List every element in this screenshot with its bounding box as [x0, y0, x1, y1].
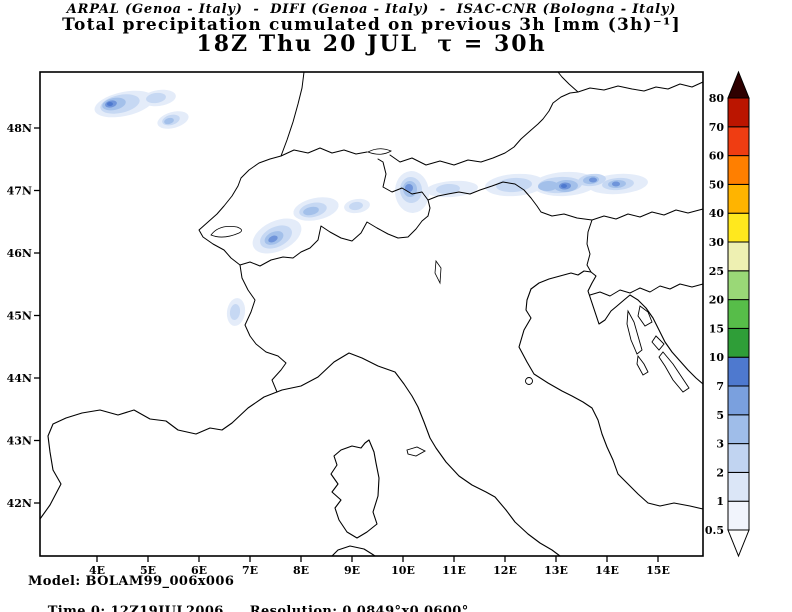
cres-island: [626, 309, 643, 355]
map-frame: [39, 71, 704, 557]
lon-label: 7E: [242, 564, 258, 577]
colorbar-segment: [727, 155, 750, 185]
border-austria-slovenia: [591, 208, 704, 221]
colorbar-label: 60: [709, 150, 725, 163]
lon-label: 15E: [646, 564, 670, 577]
coast-adriatic-west: [518, 288, 704, 510]
lat-label: 43N: [7, 435, 32, 448]
precip-shade-core: [107, 102, 567, 188]
colorbar-over-triangle: [727, 70, 750, 99]
colorbar-segment: [727, 241, 750, 272]
institutions-line: ARPAL (Genoa - Italy) - DIFI (Genoa - It…: [66, 2, 677, 17]
border-switzerland-austria: [377, 158, 431, 217]
colorbar-segment: [727, 471, 750, 502]
lat-label: 47N: [7, 185, 32, 198]
sardinia-north-coast: [331, 545, 376, 557]
precip-shade-strong: [105, 100, 620, 243]
colorbar-segment: [727, 414, 750, 445]
lon-label: 9E: [344, 564, 360, 577]
colorbar-segment: [727, 327, 750, 358]
colorbar-label: 25: [709, 265, 724, 278]
colorbar-segment: [727, 356, 750, 387]
lat-label: 44N: [7, 372, 32, 385]
colorbar-segment: [727, 126, 750, 157]
colorbar-under-triangle: [727, 529, 750, 558]
colorbar-label: 1: [716, 495, 724, 508]
lon-label: 8E: [293, 564, 309, 577]
colorbar-segment: [727, 183, 750, 214]
colorbar-segment: [727, 500, 750, 531]
lon-label: 10E: [391, 564, 415, 577]
colorbar-label: 50: [709, 178, 725, 191]
lon-label: 4E: [89, 564, 105, 577]
border-france-switzerland: [198, 155, 282, 266]
coast-liguria-tyrrhenian: [39, 352, 561, 557]
precipitation-blobs: [94, 89, 648, 326]
lon-label: 11E: [442, 564, 466, 577]
colorbar-segment: [727, 385, 750, 416]
border-austria-italy: [427, 181, 593, 221]
colorbar-label: 0.5: [705, 524, 724, 537]
colorbar-label: 10: [709, 351, 725, 364]
colorbar-label: 70: [709, 121, 725, 134]
model-label: Model: BOLAM99_006x006: [28, 574, 235, 589]
corsica: [330, 439, 380, 539]
krk-island: [637, 305, 653, 327]
colorbar-segment: [727, 299, 750, 329]
lat-label: 46N: [7, 247, 32, 260]
border-switzerland-germany: [280, 147, 368, 157]
colorbar-label: 30: [709, 236, 725, 249]
colorbar-label: 7: [716, 380, 724, 393]
valid-time: 18Z Thu 20 JUL τ = 30h: [196, 31, 547, 57]
lon-label: 6E: [191, 564, 207, 577]
national-borders: [198, 71, 704, 393]
colorbar-label: 40: [709, 207, 725, 220]
lake-constance: [367, 148, 392, 155]
colorbar: 0.5 1 2 3 5 7 10 15 20 25 30 40 50 60 70 80: [705, 70, 750, 558]
elba-island: [406, 446, 426, 457]
border-france-italy: [239, 264, 287, 393]
border-germany-czech: [557, 71, 579, 93]
lon-label: 13E: [544, 564, 568, 577]
axis-labels: 4E 5E 6E 7E 8E 9E 10E 11E 12E 13E 14E 15E 48N 47N 46N 4…: [7, 122, 670, 577]
lake-garda: [434, 259, 442, 285]
san-marino-outline: [525, 377, 533, 385]
colorbar-segment: [727, 212, 750, 243]
time0-label: Time 0: 12Z19JUL2006: [47, 604, 224, 612]
border-switzerland-italy: [239, 215, 429, 267]
border-italy-slovenia: [586, 219, 593, 273]
lat-label: 45N: [7, 310, 32, 323]
losinj-island: [636, 354, 649, 376]
lat-label: 48N: [7, 122, 32, 135]
lat-label: 42N: [7, 497, 32, 510]
colorbar-label: 3: [716, 438, 724, 451]
colorbar-label: 80: [709, 92, 725, 105]
colorbar-segment: [727, 97, 750, 128]
border-slovenia-croatia: [589, 283, 704, 297]
resolution-label: Resolution: 0.0849°x0.0600°: [249, 604, 469, 612]
run-info-line: Time 0: 12Z19JUL2006 Resolution: 0.0849°x…: [28, 589, 469, 612]
lake-geneva: [210, 225, 242, 238]
rab-island: [651, 335, 665, 351]
border-germany-austria: [389, 91, 579, 166]
colorbar-segment: [727, 443, 750, 473]
axis-ticks: [34, 127, 659, 562]
coast-north-adriatic-istria: [530, 270, 704, 385]
plot-title: Total precipitation cumulated on previou…: [62, 15, 681, 35]
colorbar-label: 5: [716, 409, 724, 422]
border-czech-austria: [577, 81, 704, 93]
colorbar-segment: [727, 270, 750, 301]
colorbar-label: 2: [716, 466, 724, 479]
lon-label: 14E: [595, 564, 619, 577]
lon-label: 5E: [140, 564, 156, 577]
coastlines: [39, 270, 704, 557]
border-rhine-france-germany: [280, 71, 305, 157]
lon-label: 12E: [493, 564, 517, 577]
colorbar-label: 15: [709, 322, 724, 335]
colorbar-label: 20: [709, 294, 725, 307]
pag-island: [658, 351, 690, 393]
